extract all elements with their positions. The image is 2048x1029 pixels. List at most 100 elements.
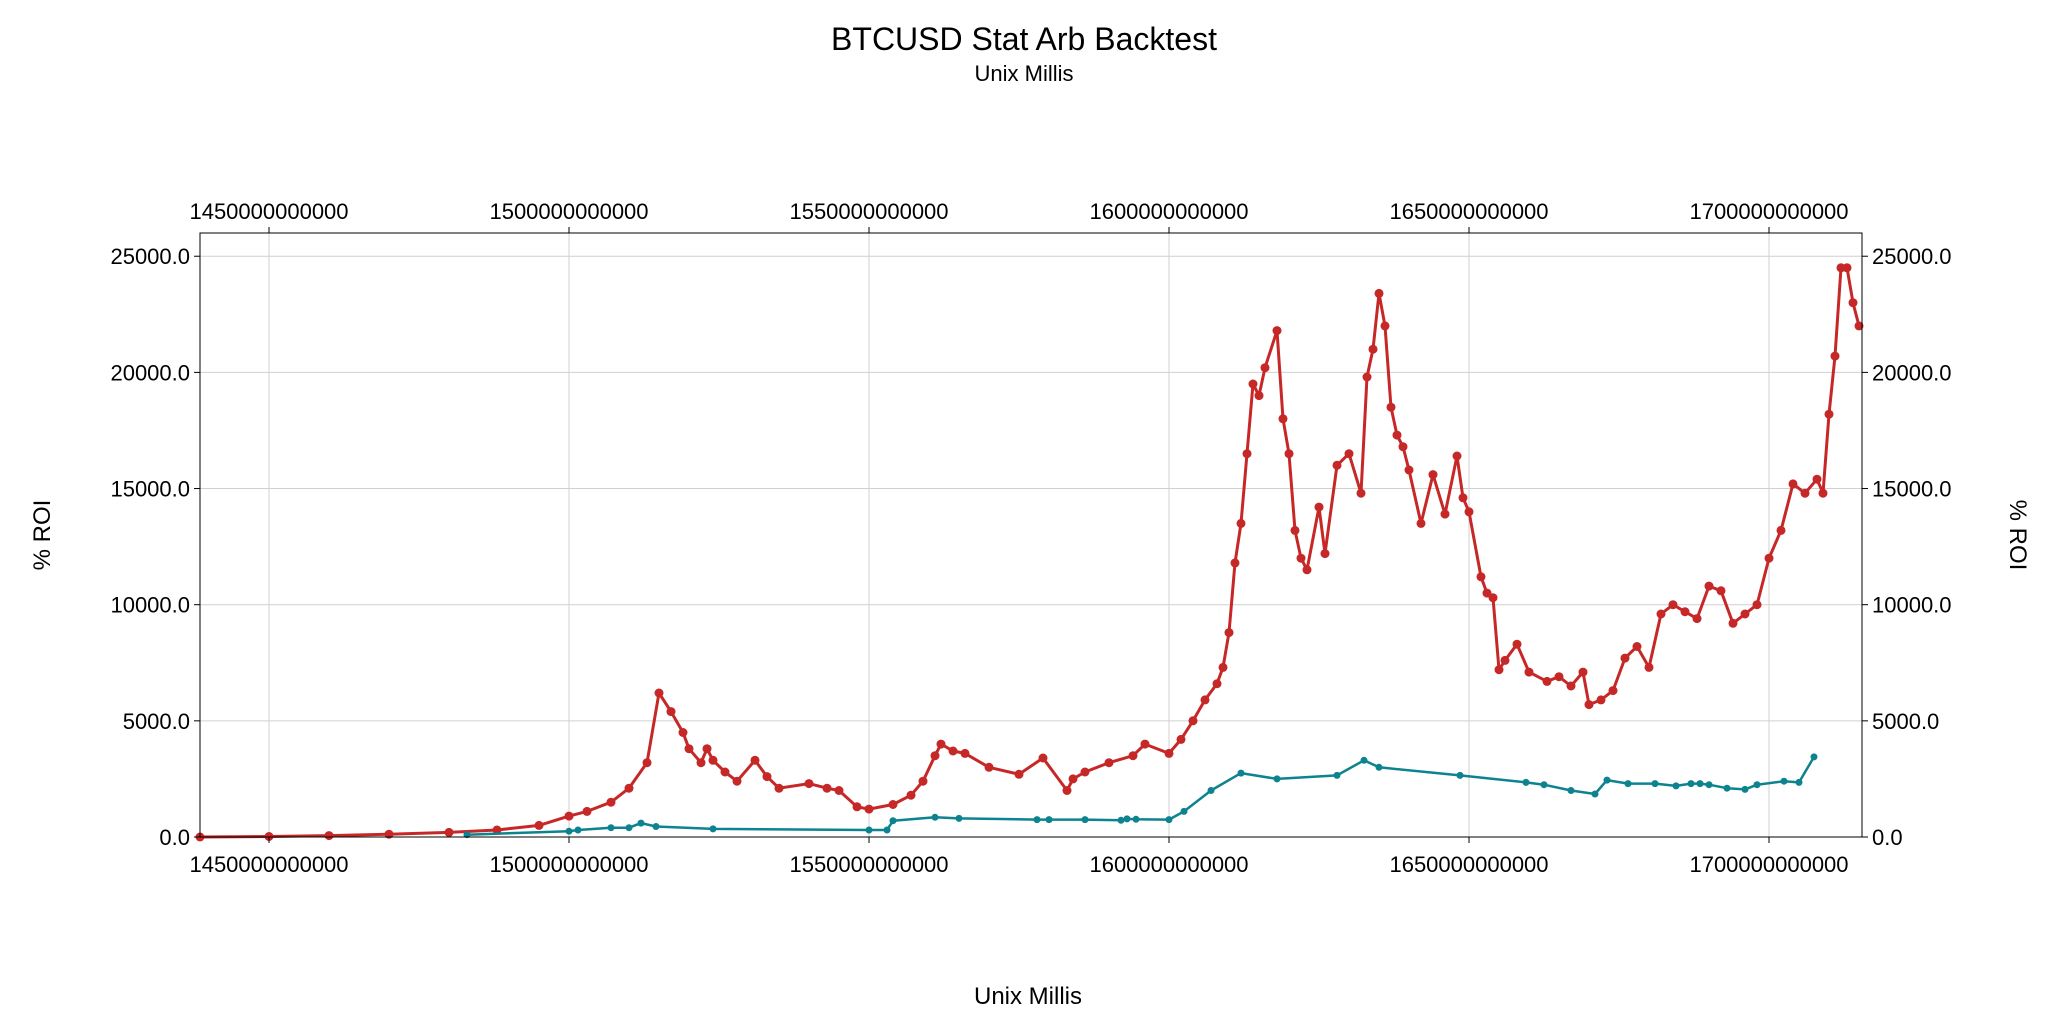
data-point bbox=[684, 744, 694, 754]
data-point bbox=[1188, 716, 1198, 726]
y-tick-label-left: 5000.0 bbox=[123, 709, 190, 734]
data-point bbox=[1200, 695, 1210, 705]
data-point bbox=[1314, 502, 1324, 512]
data-point bbox=[1360, 756, 1368, 764]
data-point bbox=[702, 744, 712, 754]
data-point bbox=[1692, 614, 1702, 624]
data-point bbox=[720, 767, 730, 777]
data-point bbox=[1554, 672, 1564, 682]
data-point bbox=[883, 826, 891, 834]
data-point bbox=[1302, 565, 1312, 575]
data-point bbox=[1033, 816, 1041, 824]
data-point bbox=[1380, 321, 1390, 331]
data-point bbox=[1830, 351, 1840, 361]
data-point bbox=[1123, 815, 1131, 823]
data-point bbox=[1392, 430, 1402, 440]
data-point bbox=[1705, 781, 1713, 789]
data-point bbox=[1416, 518, 1426, 528]
data-point bbox=[1608, 686, 1618, 696]
data-point bbox=[1842, 263, 1852, 273]
x-tick-label-bottom: 1650000000000 bbox=[1389, 852, 1548, 877]
data-point bbox=[1128, 751, 1138, 761]
data-point bbox=[1344, 449, 1354, 459]
data-point bbox=[1230, 558, 1240, 568]
series-line bbox=[199, 266, 1861, 839]
data-point bbox=[1207, 787, 1215, 794]
data-point bbox=[652, 823, 660, 830]
data-point bbox=[1672, 782, 1680, 790]
data-point bbox=[1428, 470, 1438, 480]
y-tick-label-right: 10000.0 bbox=[1872, 593, 1952, 618]
y-tick-label-left: 25000.0 bbox=[110, 244, 190, 269]
x-tick-label-bottom: 1600000000000 bbox=[1089, 852, 1248, 877]
data-point bbox=[1236, 518, 1246, 528]
data-point bbox=[1290, 525, 1300, 535]
data-point bbox=[1716, 586, 1726, 596]
data-point bbox=[606, 797, 616, 807]
data-point bbox=[1272, 326, 1282, 336]
data-point bbox=[774, 783, 784, 793]
y-axis-label-right: % ROI bbox=[2004, 500, 2031, 571]
data-point bbox=[624, 783, 634, 793]
data-point bbox=[1566, 681, 1576, 691]
plot-frame bbox=[199, 232, 1863, 838]
data-point bbox=[1320, 549, 1330, 559]
y-tick-label-left: 0.0 bbox=[159, 825, 190, 850]
data-point bbox=[1237, 769, 1245, 777]
data-point bbox=[1212, 679, 1222, 689]
data-point bbox=[1440, 509, 1450, 519]
data-point bbox=[654, 688, 664, 698]
data-point bbox=[1567, 787, 1575, 794]
data-point bbox=[1278, 414, 1288, 424]
data-point bbox=[1476, 572, 1486, 582]
y-tick-label-right: 15000.0 bbox=[1872, 477, 1952, 502]
data-point bbox=[1165, 816, 1173, 824]
data-point bbox=[1848, 298, 1858, 308]
data-point bbox=[1584, 700, 1594, 710]
data-point bbox=[1644, 662, 1654, 672]
data-point bbox=[1068, 774, 1078, 784]
data-point bbox=[1132, 815, 1140, 823]
data-point bbox=[1780, 777, 1788, 785]
data-point bbox=[1273, 775, 1281, 783]
data-point bbox=[1104, 758, 1114, 768]
y-tick-label-right: 5000.0 bbox=[1872, 709, 1939, 734]
x-tick-label-bottom: 1450000000000 bbox=[189, 852, 348, 877]
x-tick-label-top: 1450000000000 bbox=[189, 199, 348, 224]
data-point bbox=[582, 806, 592, 816]
y-tick-label-left: 15000.0 bbox=[110, 477, 190, 502]
chart-subtitle: Unix Millis bbox=[975, 61, 1074, 86]
data-point bbox=[804, 779, 814, 789]
data-point bbox=[1374, 288, 1384, 298]
data-point bbox=[960, 748, 970, 758]
data-point bbox=[1818, 488, 1828, 498]
data-point bbox=[864, 804, 874, 814]
data-point bbox=[1242, 449, 1252, 459]
x-tick-label-top: 1550000000000 bbox=[789, 199, 948, 224]
x-tick-label-top: 1600000000000 bbox=[1089, 199, 1248, 224]
data-point bbox=[1375, 763, 1383, 771]
data-point bbox=[732, 776, 742, 786]
data-point bbox=[822, 783, 832, 793]
data-point bbox=[955, 814, 963, 822]
data-point bbox=[1753, 781, 1761, 789]
data-point bbox=[888, 800, 898, 809]
y-tick-label-right: 20000.0 bbox=[1872, 360, 1952, 385]
data-point bbox=[1386, 402, 1396, 412]
data-point bbox=[1488, 593, 1498, 603]
data-point bbox=[1524, 667, 1534, 677]
data-point bbox=[1080, 767, 1090, 777]
x-tick-label-bottom: 1700000000000 bbox=[1689, 852, 1848, 877]
data-point bbox=[1651, 780, 1659, 788]
data-point bbox=[1740, 609, 1750, 619]
data-point bbox=[1632, 642, 1642, 651]
data-point bbox=[709, 825, 717, 833]
data-point bbox=[1656, 609, 1666, 619]
data-point bbox=[324, 831, 334, 841]
data-point bbox=[625, 824, 633, 832]
data-point bbox=[564, 811, 574, 821]
data-point bbox=[1356, 488, 1366, 498]
data-point bbox=[1795, 778, 1803, 786]
data-point bbox=[1140, 739, 1150, 749]
